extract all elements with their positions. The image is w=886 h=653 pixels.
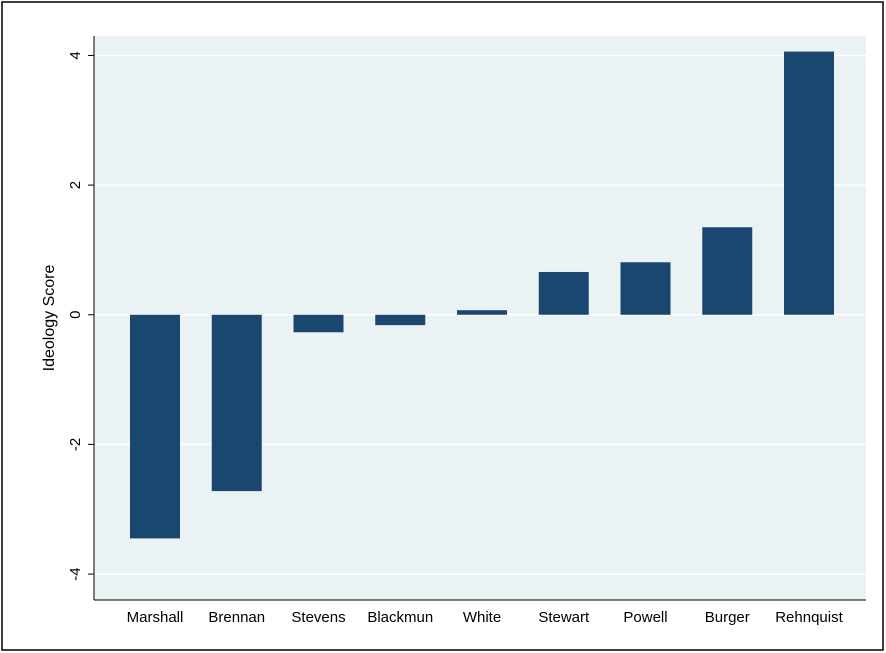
bar-powell [620,262,671,315]
x-tick-label-blackmun: Blackmun [367,609,433,626]
bar-stevens [293,314,344,333]
x-tick-label-stewart: Stewart [538,609,590,626]
y-axis-label: Ideology Score [41,265,58,372]
bar-rehnquist [784,51,834,315]
y-tick-label: -4 [67,567,84,580]
y-tick-label: -2 [67,438,84,451]
bar-white [457,310,507,315]
y-tick-label: 0 [67,311,84,319]
x-tick-label-white: White [463,609,501,626]
bar-marshall [130,314,180,539]
x-tick-label-rehnquist: Rehnquist [775,609,843,626]
x-tick-label-stevens: Stevens [291,609,345,626]
y-ticks: -4 -2 0 2 4 [67,51,94,581]
y-tick-label: 4 [67,51,84,59]
bar-blackmun [375,314,426,326]
x-tick-label-powell: Powell [623,609,667,626]
bar-burger [702,227,753,315]
x-tick-label-burger: Burger [705,609,750,626]
y-tick-label: 2 [67,181,84,189]
bars [130,51,834,539]
x-tick-label-brennan: Brennan [208,609,265,626]
plot-area [94,36,866,600]
x-tick-labels: Marshall Brennan Stevens Blackmun White Stewa… [127,609,844,626]
x-tick-label-marshall: Marshall [127,609,184,626]
bar-brennan [211,314,262,492]
bar-stewart [538,271,589,315]
